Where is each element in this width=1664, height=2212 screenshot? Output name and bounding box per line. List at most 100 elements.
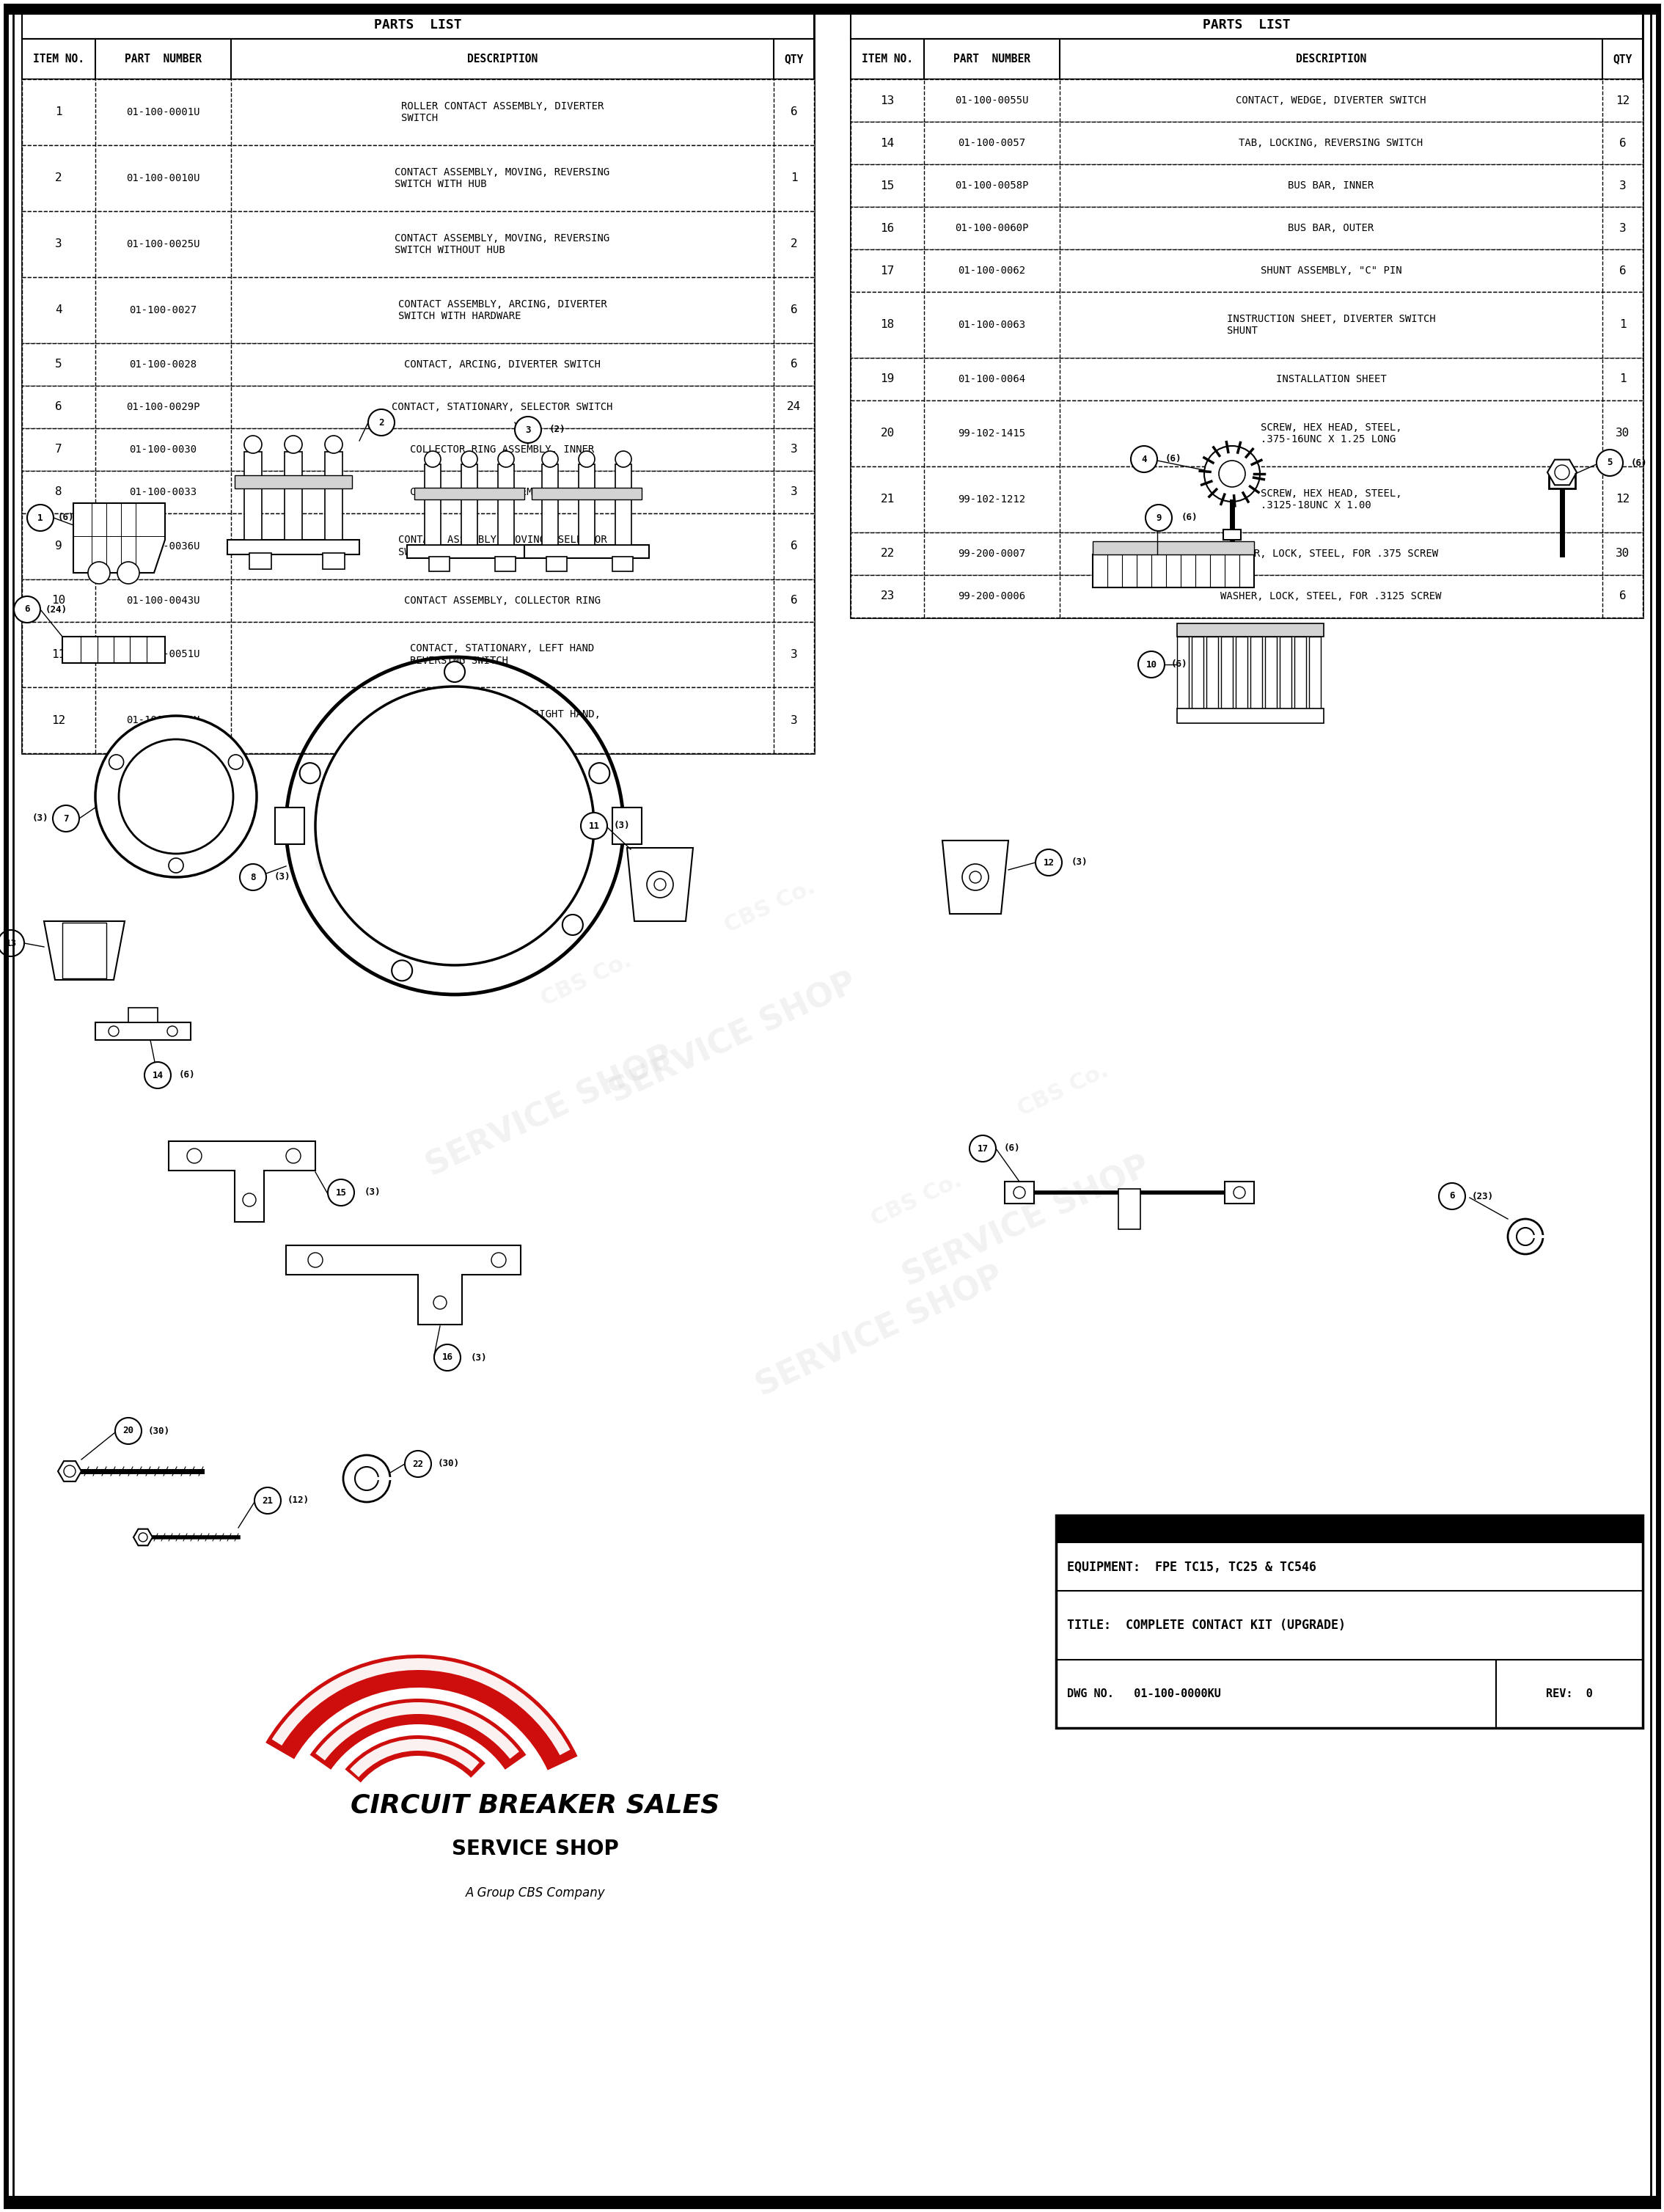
Text: PART  NUMBER: PART NUMBER — [953, 53, 1030, 64]
Bar — [546, 557, 567, 571]
Bar — [1191, 637, 1203, 710]
Text: 01-100-0051U: 01-100-0051U — [126, 650, 200, 659]
Text: SERVICE SHOP: SERVICE SHOP — [421, 1040, 679, 1183]
Polygon shape — [627, 847, 692, 920]
Circle shape — [228, 754, 243, 770]
Text: 6: 6 — [790, 595, 797, 606]
Text: 1: 1 — [38, 513, 43, 522]
Circle shape — [286, 1148, 301, 1164]
Text: 99-102-1415: 99-102-1415 — [958, 429, 1025, 438]
Bar — [1176, 708, 1325, 723]
Text: 11: 11 — [589, 821, 599, 830]
Text: QTY: QTY — [1612, 53, 1632, 64]
Bar — [414, 487, 524, 500]
Circle shape — [1233, 1186, 1245, 1199]
Text: 01-100-0055U: 01-100-0055U — [955, 95, 1028, 106]
Circle shape — [647, 872, 674, 898]
Circle shape — [186, 1148, 201, 1164]
Bar — [7, 4, 1657, 15]
Text: QTY: QTY — [784, 53, 804, 64]
Text: (12): (12) — [288, 1495, 310, 1506]
Circle shape — [1132, 447, 1156, 473]
Text: 10: 10 — [52, 595, 65, 606]
Text: DESCRIPTION: DESCRIPTION — [1296, 53, 1366, 64]
Text: 6: 6 — [55, 400, 62, 411]
Text: (6): (6) — [58, 513, 75, 522]
Text: 01-100-0060P: 01-100-0060P — [955, 223, 1028, 232]
Text: COLLECTOR RING ASSEMBLY, INNER: COLLECTOR RING ASSEMBLY, INNER — [411, 445, 594, 453]
Text: REV:  0: REV: 0 — [1546, 1688, 1592, 1699]
Text: 12: 12 — [52, 714, 65, 726]
Circle shape — [255, 1486, 281, 1513]
Text: CONTACT, WEDGE, DIVERTER SWITCH: CONTACT, WEDGE, DIVERTER SWITCH — [1236, 95, 1426, 106]
Wedge shape — [316, 1703, 519, 1761]
Circle shape — [316, 686, 594, 964]
Bar — [1057, 1515, 1642, 1728]
Text: PARTS  LIST: PARTS LIST — [374, 18, 463, 31]
Text: (3): (3) — [364, 1188, 381, 1197]
Text: (6): (6) — [1181, 513, 1198, 522]
Polygon shape — [286, 1245, 521, 1325]
Circle shape — [1205, 447, 1260, 502]
Text: SERVICE SHOP: SERVICE SHOP — [311, 748, 569, 889]
Text: (3): (3) — [471, 1354, 488, 1363]
Text: COLLECTOR RING ASSEMBLY, OUTER: COLLECTOR RING ASSEMBLY, OUTER — [411, 487, 594, 498]
Text: DWG NO.   01-100-0000KU: DWG NO. 01-100-0000KU — [1067, 1688, 1221, 1699]
Text: EQUIPMENT:  FPE TC15, TC25 & TC546: EQUIPMENT: FPE TC15, TC25 & TC546 — [1067, 1559, 1316, 1573]
Bar — [245, 451, 261, 540]
Bar — [285, 451, 303, 540]
Circle shape — [1138, 650, 1165, 677]
Text: 2: 2 — [55, 173, 62, 184]
Polygon shape — [1548, 460, 1577, 484]
Text: SERVICE SHOP: SERVICE SHOP — [752, 1261, 1008, 1402]
Text: (2): (2) — [549, 425, 566, 434]
Text: (30): (30) — [438, 1460, 459, 1469]
Polygon shape — [43, 920, 125, 980]
Bar — [275, 807, 305, 845]
Circle shape — [616, 451, 631, 467]
Text: CBS Co.: CBS Co. — [1015, 1060, 1112, 1119]
Circle shape — [433, 1296, 446, 1310]
Circle shape — [654, 878, 666, 891]
Circle shape — [354, 1467, 378, 1491]
Circle shape — [240, 865, 266, 891]
Text: 15: 15 — [880, 179, 895, 190]
Text: (6): (6) — [1165, 453, 1181, 465]
Text: 6: 6 — [790, 305, 797, 316]
Bar — [1176, 637, 1188, 710]
Text: 21: 21 — [263, 1495, 273, 1506]
Text: 8: 8 — [55, 487, 62, 498]
Circle shape — [434, 1345, 461, 1371]
Text: 99-102-1212: 99-102-1212 — [958, 493, 1025, 504]
Text: 99-200-0006: 99-200-0006 — [958, 591, 1025, 602]
Text: 7: 7 — [63, 814, 68, 823]
Bar — [850, 400, 1642, 467]
Circle shape — [0, 929, 25, 956]
Bar — [1093, 555, 1255, 588]
Text: 3: 3 — [1619, 179, 1626, 190]
Wedge shape — [349, 1739, 479, 1776]
Text: 22: 22 — [413, 1460, 424, 1469]
Circle shape — [424, 451, 441, 467]
Bar — [429, 557, 449, 571]
Circle shape — [1508, 1219, 1543, 1254]
Text: 3: 3 — [1619, 223, 1626, 234]
Text: 12: 12 — [1616, 493, 1629, 504]
Text: 1: 1 — [55, 106, 62, 117]
Text: 2: 2 — [379, 418, 384, 427]
Bar — [461, 465, 478, 544]
Circle shape — [461, 451, 478, 467]
Bar — [850, 11, 1642, 40]
Text: CONTACT ASSEMBLY, COLLECTOR RING: CONTACT ASSEMBLY, COLLECTOR RING — [404, 595, 601, 606]
Bar — [1280, 637, 1291, 710]
Text: 17: 17 — [880, 265, 895, 276]
Text: 01-100-0062: 01-100-0062 — [958, 265, 1025, 276]
Circle shape — [962, 865, 988, 891]
Text: 13: 13 — [5, 938, 17, 949]
Bar — [542, 465, 557, 544]
Text: CBS Co.: CBS Co. — [537, 949, 636, 1011]
Text: 5: 5 — [55, 358, 62, 369]
Text: 8: 8 — [250, 872, 256, 883]
Text: 24: 24 — [787, 400, 800, 411]
Circle shape — [970, 872, 982, 883]
